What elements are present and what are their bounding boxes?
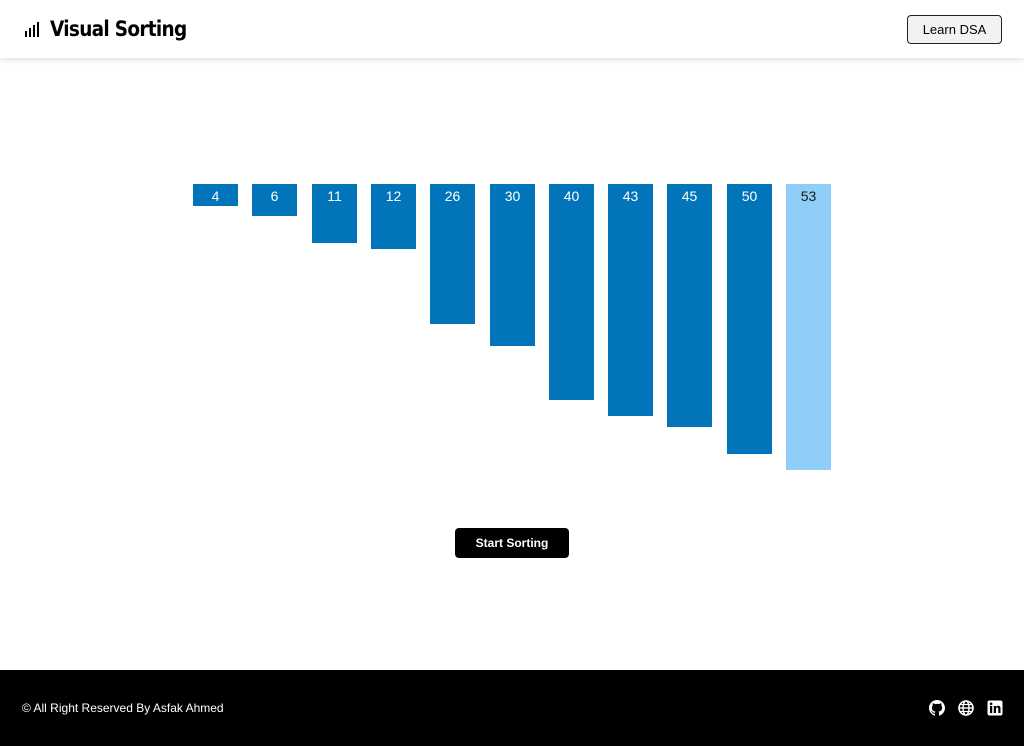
bar-value-label: 12	[385, 188, 402, 204]
bar-40: 40	[549, 184, 594, 400]
app-header: Visual Sorting Learn DSA	[0, 0, 1024, 58]
start-sorting-button[interactable]: Start Sorting	[455, 528, 569, 558]
bar-11: 11	[312, 184, 357, 243]
bar-45: 45	[667, 184, 712, 427]
github-icon[interactable]	[929, 700, 945, 716]
bar-value-label: 43	[622, 188, 639, 204]
bar-value-label: 11	[327, 188, 342, 204]
bar-53: 53	[786, 184, 831, 470]
bar-4: 4	[193, 184, 238, 206]
social-links	[929, 700, 1003, 716]
bar-value-label: 26	[444, 188, 461, 204]
bar-30: 30	[490, 184, 535, 346]
bar-value-label: 53	[800, 188, 817, 204]
copyright-text: © All Right Reserved By Asfak Ahmed	[22, 701, 224, 715]
bar-value-label: 4	[211, 188, 220, 204]
bar-12: 12	[371, 184, 416, 249]
bar-chart-icon	[24, 21, 41, 37]
bar-value-label: 40	[563, 188, 580, 204]
bar-value-label: 50	[741, 188, 758, 204]
brand[interactable]: Visual Sorting	[24, 17, 205, 41]
app-title: Visual Sorting	[50, 17, 187, 41]
linkedin-icon[interactable]	[987, 700, 1003, 716]
globe-icon[interactable]	[958, 700, 974, 716]
learn-dsa-button[interactable]: Learn DSA	[907, 14, 1002, 44]
bar-43: 43	[608, 184, 653, 416]
bar-value-label: 6	[270, 188, 279, 204]
bar-26: 26	[430, 184, 475, 324]
bar-50: 50	[727, 184, 772, 454]
bar-value-label: 45	[681, 188, 698, 204]
app-footer: © All Right Reserved By Asfak Ahmed	[0, 670, 1024, 746]
bar-6: 6	[252, 184, 297, 216]
bar-value-label: 30	[504, 188, 521, 204]
